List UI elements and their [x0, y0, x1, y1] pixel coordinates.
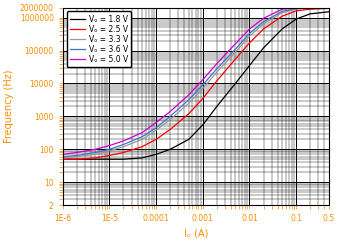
- Legend: Vₒ = 1.8 V, Vₒ = 2.5 V, Vₒ = 3.3 V, Vₒ = 3.6 V, Vₒ = 5.0 V: Vₒ = 1.8 V, Vₒ = 2.5 V, Vₒ = 3.3 V, Vₒ =…: [66, 11, 131, 67]
- Vₒ = 3.3 V: [201, 87, 205, 90]
- Line: Vₒ = 1.8 V: Vₒ = 1.8 V: [63, 12, 329, 159]
- Line: Vₒ = 3.3 V: Vₒ = 3.3 V: [63, 8, 329, 158]
- Vₒ = 3.6 V: [233, 48, 237, 51]
- Vₒ = 3.3 V: [280, 11, 284, 14]
- Vₒ = 1.8 V: [187, 138, 191, 141]
- Line: Vₒ = 5.0 V: Vₒ = 5.0 V: [63, 8, 329, 154]
- Vₒ = 3.6 V: [280, 10, 284, 13]
- Vₒ = 5.0 V: [280, 8, 284, 11]
- X-axis label: Iₒ (A): Iₒ (A): [184, 229, 208, 239]
- Vₒ = 3.3 V: [107, 149, 112, 152]
- Vₒ = 5.0 V: [168, 110, 172, 113]
- Vₒ = 3.3 V: [327, 6, 331, 9]
- Vₒ = 1.8 V: [61, 158, 65, 161]
- Vₒ = 2.5 V: [247, 42, 252, 44]
- Vₒ = 5.0 V: [215, 62, 219, 65]
- Vₒ = 3.6 V: [308, 6, 312, 9]
- Vₒ = 2.5 V: [308, 8, 312, 11]
- Vₒ = 3.6 V: [61, 155, 65, 158]
- Vₒ = 3.6 V: [187, 98, 191, 101]
- Vₒ = 1.8 V: [327, 10, 331, 13]
- Vₒ = 3.3 V: [93, 153, 97, 156]
- Vₒ = 5.0 V: [201, 78, 205, 81]
- Vₒ = 5.0 V: [154, 121, 158, 124]
- Vₒ = 2.5 V: [280, 15, 284, 18]
- Vₒ = 1.8 V: [121, 158, 125, 161]
- Vₒ = 3.6 V: [93, 151, 97, 154]
- Vₒ = 1.8 V: [247, 64, 252, 67]
- Vₒ = 1.8 V: [168, 148, 172, 151]
- Vₒ = 3.6 V: [154, 126, 158, 129]
- Vₒ = 1.8 V: [154, 153, 158, 156]
- Vₒ = 5.0 V: [294, 6, 298, 9]
- Vₒ = 2.5 V: [93, 156, 97, 159]
- Vₒ = 2.5 V: [61, 158, 65, 161]
- Vₒ = 2.5 V: [140, 145, 144, 148]
- Vₒ = 1.8 V: [294, 18, 298, 21]
- Vₒ = 5.0 V: [233, 42, 237, 45]
- Vₒ = 3.3 V: [187, 102, 191, 105]
- Vₒ = 5.0 V: [308, 6, 312, 9]
- Vₒ = 3.6 V: [121, 143, 125, 146]
- Vₒ = 3.3 V: [140, 138, 144, 141]
- Vₒ = 2.5 V: [168, 128, 172, 131]
- Vₒ = 2.5 V: [201, 97, 205, 100]
- Vₒ = 5.0 V: [75, 151, 79, 154]
- Vₒ = 3.6 V: [247, 32, 252, 35]
- Vₒ = 3.3 V: [247, 35, 252, 38]
- Vₒ = 2.5 V: [233, 58, 237, 61]
- Vₒ = 3.3 V: [154, 129, 158, 132]
- Line: Vₒ = 2.5 V: Vₒ = 2.5 V: [63, 9, 329, 159]
- Vₒ = 3.6 V: [107, 148, 112, 151]
- Vₒ = 5.0 V: [93, 148, 97, 151]
- Vₒ = 3.3 V: [233, 51, 237, 53]
- Vₒ = 1.8 V: [261, 46, 265, 49]
- Line: Vₒ = 3.6 V: Vₒ = 3.6 V: [63, 8, 329, 156]
- Vₒ = 5.0 V: [247, 27, 252, 30]
- Vₒ = 3.6 V: [215, 67, 219, 70]
- Vₒ = 3.6 V: [327, 6, 331, 9]
- Vₒ = 5.0 V: [140, 131, 144, 134]
- Vₒ = 3.3 V: [75, 155, 79, 158]
- Vₒ = 3.3 V: [261, 22, 265, 25]
- Vₒ = 3.3 V: [121, 145, 125, 148]
- Vₒ = 2.5 V: [107, 154, 112, 157]
- Vₒ = 3.6 V: [140, 135, 144, 138]
- Vₒ = 2.5 V: [294, 9, 298, 12]
- Vₒ = 2.5 V: [121, 151, 125, 154]
- Vₒ = 3.6 V: [261, 20, 265, 23]
- Vₒ = 5.0 V: [261, 17, 265, 20]
- Vₒ = 1.8 V: [201, 123, 205, 126]
- Vₒ = 1.8 V: [280, 27, 284, 30]
- Vₒ = 5.0 V: [107, 144, 112, 147]
- Vₒ = 1.8 V: [75, 158, 79, 161]
- Vₒ = 3.3 V: [294, 8, 298, 11]
- Y-axis label: Frequency (Hz): Frequency (Hz): [4, 70, 14, 143]
- Vₒ = 2.5 V: [261, 27, 265, 30]
- Vₒ = 3.6 V: [168, 115, 172, 118]
- Vₒ = 5.0 V: [187, 93, 191, 96]
- Vₒ = 3.6 V: [201, 84, 205, 87]
- Vₒ = 5.0 V: [327, 6, 331, 9]
- Vₒ = 2.5 V: [215, 79, 219, 82]
- Vₒ = 2.5 V: [327, 7, 331, 10]
- Vₒ = 2.5 V: [187, 112, 191, 115]
- Vₒ = 3.3 V: [308, 6, 312, 9]
- Vₒ = 3.3 V: [215, 71, 219, 74]
- Vₒ = 3.6 V: [294, 7, 298, 10]
- Vₒ = 1.8 V: [308, 12, 312, 15]
- Vₒ = 2.5 V: [75, 158, 79, 161]
- Vₒ = 1.8 V: [215, 105, 219, 108]
- Vₒ = 1.8 V: [93, 158, 97, 161]
- Vₒ = 3.3 V: [168, 118, 172, 121]
- Vₒ = 5.0 V: [61, 153, 65, 156]
- Vₒ = 1.8 V: [140, 156, 144, 159]
- Vₒ = 1.8 V: [233, 82, 237, 85]
- Vₒ = 1.8 V: [107, 158, 112, 161]
- Vₒ = 2.5 V: [154, 138, 158, 141]
- Vₒ = 3.3 V: [61, 156, 65, 159]
- Vₒ = 3.6 V: [75, 154, 79, 157]
- Vₒ = 5.0 V: [121, 139, 125, 142]
